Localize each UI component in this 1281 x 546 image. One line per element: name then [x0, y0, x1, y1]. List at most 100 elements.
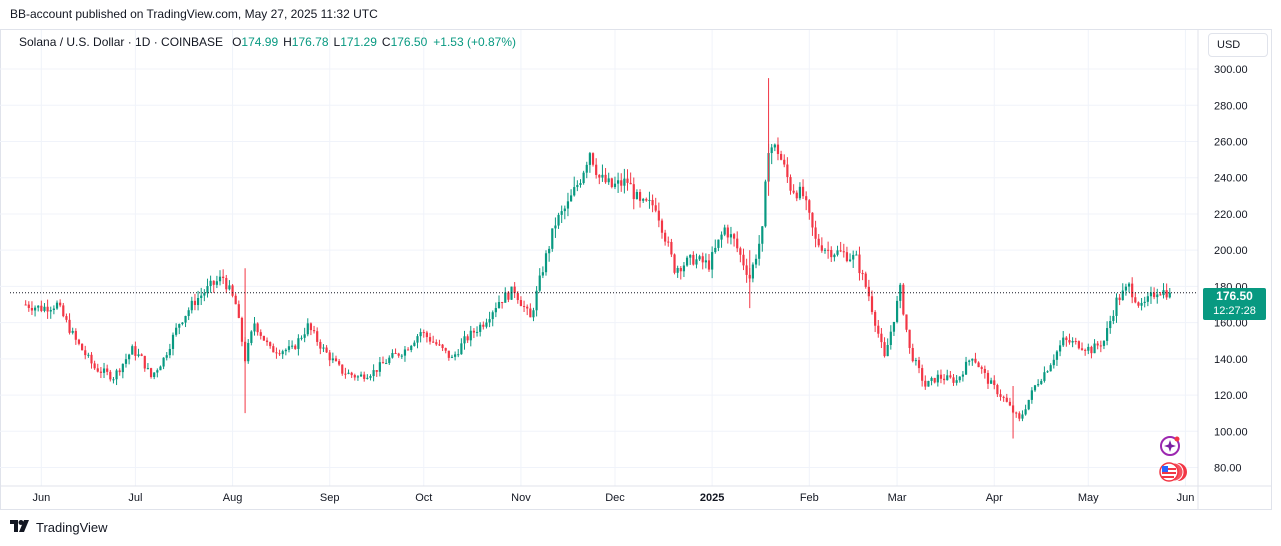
- candle-body: [156, 370, 159, 373]
- candle-body: [488, 319, 491, 323]
- candle-body: [783, 159, 786, 165]
- candle-body: [685, 257, 689, 266]
- candle-body: [889, 331, 892, 345]
- ai-sparkle-icon[interactable]: [1158, 434, 1182, 458]
- candle-body: [1008, 401, 1012, 406]
- candle-body: [247, 342, 250, 362]
- candle-body: [1115, 297, 1118, 316]
- candle-body: [692, 254, 695, 265]
- y-tick-label: 160.00: [1214, 318, 1248, 330]
- candle-body: [632, 184, 635, 200]
- y-tick-label: 220.00: [1214, 209, 1248, 221]
- candle-body: [968, 360, 971, 362]
- candle-body: [1077, 341, 1080, 349]
- candle-body: [664, 232, 667, 242]
- candle-body: [1118, 297, 1121, 301]
- candle-body: [306, 323, 309, 335]
- candle-body: [447, 350, 450, 358]
- candle-body: [297, 338, 300, 349]
- candle-body: [573, 187, 576, 196]
- candle-body: [532, 310, 535, 318]
- high-label: H: [283, 35, 292, 49]
- candle-body: [256, 323, 259, 333]
- candle-body: [1005, 397, 1008, 402]
- candle-body: [55, 302, 59, 309]
- candle-body: [24, 304, 27, 306]
- candle-body: [1015, 412, 1018, 414]
- x-tick-label: 2025: [700, 492, 724, 504]
- candle-body: [610, 178, 613, 188]
- candle-body: [795, 192, 798, 199]
- candle-body: [986, 372, 990, 384]
- candle-body: [1043, 372, 1046, 381]
- candle-body: [485, 322, 488, 327]
- candle-body: [253, 323, 256, 332]
- footer-brand[interactable]: TradingView: [10, 520, 108, 535]
- candle-body: [1074, 341, 1077, 343]
- candle-body: [921, 368, 924, 381]
- candle-body: [613, 183, 617, 188]
- candle-body: [867, 286, 870, 297]
- candle-body: [770, 147, 773, 154]
- candle-body: [739, 248, 742, 255]
- candle-body: [1131, 283, 1134, 298]
- candle-body: [754, 258, 758, 265]
- candle-body: [729, 234, 733, 238]
- candle-body: [275, 352, 278, 354]
- candle-body: [911, 347, 914, 362]
- candle-body: [1146, 296, 1149, 302]
- us-flag-events-icon[interactable]: [1158, 460, 1188, 484]
- candle-body: [1156, 294, 1159, 298]
- candle-body: [438, 344, 441, 346]
- candle-body: [1168, 292, 1171, 298]
- candle-body: [698, 256, 701, 260]
- candle-body: [1134, 297, 1137, 303]
- candle-body: [153, 372, 156, 378]
- candle-body: [281, 351, 284, 355]
- candle-body: [667, 241, 670, 243]
- candle-body: [84, 350, 87, 356]
- candle-body: [670, 242, 673, 255]
- candle-body: [1106, 328, 1109, 341]
- candle-body: [397, 353, 400, 356]
- candle-body: [1096, 343, 1099, 346]
- x-tick-label: Aug: [223, 492, 243, 504]
- candle-body: [1153, 292, 1156, 298]
- candle-body: [131, 346, 134, 355]
- candle-body: [999, 394, 1002, 397]
- candle-body: [1143, 301, 1146, 303]
- published-caption: BB-account published on TradingView.com,…: [10, 7, 378, 21]
- candle-body: [93, 363, 96, 369]
- candle-body: [1040, 380, 1043, 385]
- candle-body: [588, 153, 591, 165]
- y-tick-label: 200.00: [1214, 245, 1248, 257]
- candle-body: [617, 180, 620, 184]
- candle-body: [378, 362, 381, 372]
- candle-body: [657, 210, 660, 221]
- candle-body: [334, 358, 338, 362]
- chart-frame[interactable]: [0, 29, 1272, 510]
- candle-body: [861, 273, 864, 275]
- candle-body: [316, 331, 319, 342]
- high-value: 176.78: [291, 35, 329, 49]
- candle-body: [322, 347, 325, 349]
- candle-body: [96, 368, 99, 372]
- candle-body: [949, 375, 952, 378]
- candle-body: [372, 370, 375, 377]
- y-tick-label: 100.00: [1214, 426, 1248, 438]
- candle-body: [1046, 371, 1049, 373]
- candle-body: [146, 368, 150, 370]
- candle-body: [137, 354, 140, 356]
- candle-body: [87, 354, 90, 356]
- candle-body: [842, 251, 845, 253]
- candle-body: [428, 337, 432, 342]
- candle-body: [845, 252, 849, 262]
- candle-body: [325, 347, 328, 353]
- candle-body: [234, 295, 237, 305]
- candle-body: [237, 304, 240, 318]
- candle-body: [168, 348, 171, 356]
- currency-button[interactable]: USD: [1208, 33, 1268, 57]
- candle-body: [400, 355, 403, 357]
- candle-body: [789, 177, 792, 191]
